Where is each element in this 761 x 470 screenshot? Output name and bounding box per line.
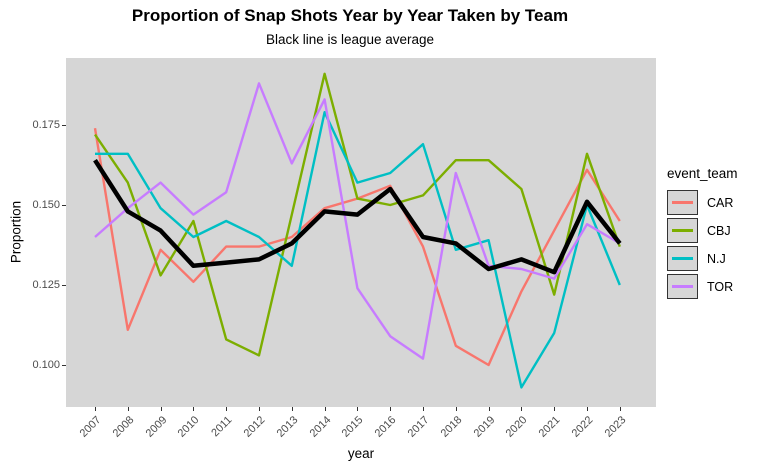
x-tick-mark [587, 407, 588, 411]
legend-label: TOR [707, 279, 734, 294]
legend-entry-TOR: TOR [667, 274, 759, 299]
x-tick-mark [95, 407, 96, 411]
legend-entries: CAR CBJ N.J TOR [667, 190, 759, 299]
series-line-CBJ [94, 72, 621, 357]
legend-key-line-icon [672, 229, 693, 232]
legend-entry-CAR: CAR [667, 190, 759, 215]
x-tick-mark [160, 407, 162, 411]
y-tick-label: 0.100 [32, 358, 60, 371]
x-tick-mark [488, 407, 490, 411]
x-tick-mark [291, 407, 293, 411]
series-line-N.J [95, 111, 621, 389]
y-axis-title: Proportion [8, 200, 24, 264]
legend: event_team CAR CBJ N.J TOR [667, 166, 759, 302]
x-tick-mark [619, 407, 621, 411]
y-tick-mark [62, 285, 66, 286]
y-tick-mark [62, 205, 66, 206]
series-line-league_average [93, 158, 622, 275]
legend-title: event_team [667, 166, 738, 181]
legend-key-icon [667, 218, 698, 243]
x-tick-mark [423, 407, 424, 411]
x-tick-mark [324, 407, 326, 411]
legend-key-icon [667, 246, 698, 271]
legend-label: CAR [707, 195, 734, 210]
x-tick-mark [554, 407, 556, 411]
x-tick-mark [521, 407, 523, 411]
x-tick-mark [259, 407, 260, 411]
y-tick-mark [62, 125, 66, 126]
legend-entry-CBJ: CBJ [667, 218, 759, 243]
series-line-TOR [94, 82, 621, 360]
x-tick-mark [390, 407, 392, 411]
x-tick-mark [226, 407, 228, 411]
x-tick-mark [357, 407, 359, 411]
legend-key-line-icon [672, 201, 693, 204]
y-tick-label: 0.150 [32, 198, 60, 211]
legend-entry-N.J: N.J [667, 246, 759, 271]
chart-title: Proportion of Snap Shots Year by Year Ta… [131, 6, 569, 25]
plot-lines-svg [93, 72, 622, 389]
legend-key-line-icon [672, 257, 693, 260]
x-tick-mark [127, 407, 129, 411]
x-axis-title: year [347, 446, 375, 461]
legend-key-line-icon [672, 285, 693, 288]
x-tick-mark [193, 407, 195, 411]
chart-subtitle: Black line is league average [265, 32, 435, 47]
legend-key-icon [667, 190, 698, 215]
y-tick-mark [62, 365, 66, 366]
legend-label: N.J [707, 251, 726, 266]
plot-panel [66, 58, 656, 407]
legend-label: CBJ [707, 223, 731, 238]
x-tick-mark [455, 407, 457, 411]
legend-key-icon [667, 274, 698, 299]
y-tick-label: 0.125 [32, 278, 60, 291]
y-tick-label: 0.175 [32, 118, 60, 131]
